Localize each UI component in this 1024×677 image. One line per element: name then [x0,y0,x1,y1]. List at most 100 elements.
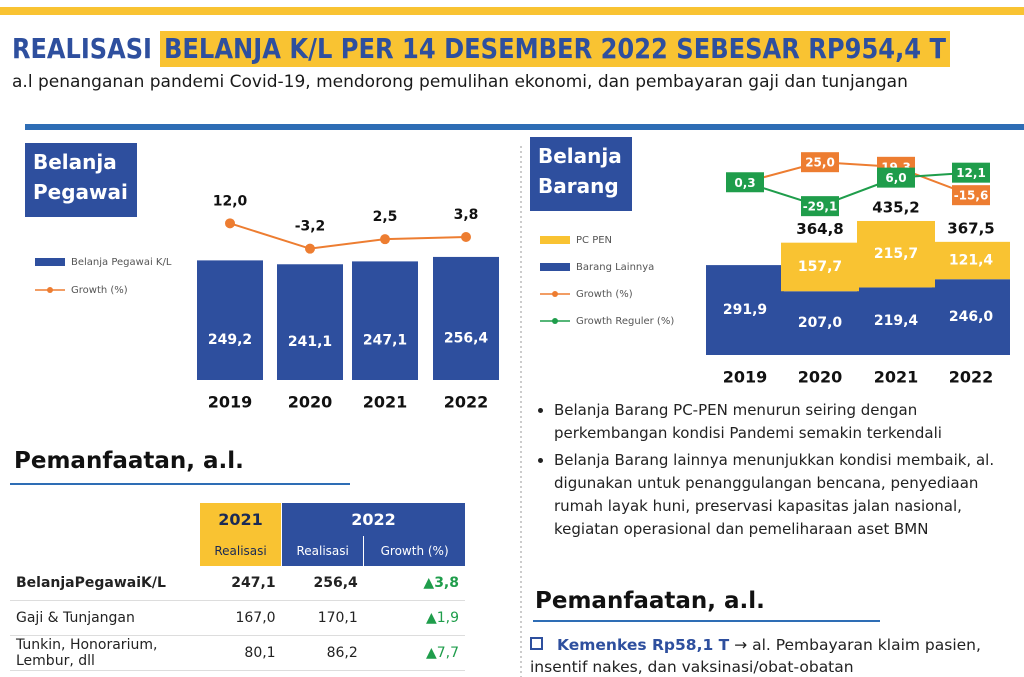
x-tick-label: 2019 [208,393,253,412]
legend-swatch [552,318,558,324]
item-label: Kemenkes Rp58,1 T [557,636,730,654]
x-tick-label: 2021 [363,393,408,412]
table-cell: 256,4 [281,566,364,601]
column-header: Growth (%) [363,536,465,566]
data-label: 256,4 [444,330,489,346]
growth-value: 1,9 [426,610,459,626]
data-label: 241,1 [288,334,332,350]
data-label: 121,4 [949,253,994,269]
data-table: 2021 2022 Realisasi Realisasi Growth (%) Be… [10,503,465,671]
legend-swatch [540,236,570,244]
total-label: 367,5 [947,219,994,237]
chart-title: Belanja Pegawai [25,143,137,217]
growth-line [744,161,972,197]
x-tick-label: 2020 [798,368,843,387]
data-label: 215,7 [874,246,918,262]
data-label: 25,0 [805,156,835,170]
title-lead: REALISASI [12,32,152,65]
x-tick-label: 2020 [288,393,333,412]
section-heading: Pemanfaatan, a.l. [14,448,244,474]
chart-title: Belanja Barang [530,137,632,211]
growth-line [229,222,467,250]
year-header: 2022 [281,503,465,536]
data-label: 157,7 [798,259,842,275]
legend-label: Growth Reguler (%) [576,316,674,327]
bar [857,220,935,288]
legend-label: PC PEN [576,235,612,246]
growth-value: 3,8 [423,575,459,591]
data-label: 247,1 [363,333,407,349]
growth-line [744,171,972,208]
growth-point [952,162,990,183]
legend-swatch [35,258,65,266]
total-label: 435,2 [872,198,919,216]
section-heading: Pemanfaatan, a.l. [535,588,765,614]
legend-label: Growth (%) [576,289,633,300]
data-label: 3,8 [454,207,479,223]
data-label: -3,2 [295,219,326,235]
data-label: 207,0 [798,315,843,331]
subtitle: a.l penanganan pandemi Covid-19, mendoro… [12,72,908,92]
table-cell: 80,1 [200,635,282,671]
table-cell: Gaji & Tunjangan [10,600,200,636]
data-label: 12,0 [213,193,248,209]
bar [781,242,859,292]
item-text: → al. Pembayaran klaim pasien, insentif … [530,636,981,676]
table-cell: 7,7 [363,635,465,671]
data-label: 249,2 [208,332,252,348]
growth-point [380,234,390,245]
column-header: Realisasi [200,536,282,566]
table-cell: BelanjaPegawaiK/L [10,566,200,601]
divider-bar [25,124,1024,130]
checkbox-icon [530,637,543,650]
year-header: 2021 [200,503,282,536]
bar [781,291,859,355]
bar [932,241,1010,280]
title-highlight [160,31,950,67]
table-cell: 247,1 [200,566,282,601]
growth-point [305,243,315,254]
data-label: 2,5 [373,209,398,225]
data-label: 246,0 [949,309,994,325]
list-item: Kemenkes Rp58,1 T → al. Pembayaran klaim… [530,634,1000,677]
bullet-list: Belanja Barang PC-PEN menurun seiring de… [528,399,1004,545]
x-tick-label: 2022 [949,368,994,387]
table-cell: 170,1 [281,600,364,636]
bar [352,261,418,380]
column-header: Realisasi [281,536,364,566]
bar [433,256,499,380]
bar [932,279,1010,355]
bar [857,287,935,355]
table-cell: Tunkin, Honorarium, Lembur, dll [10,635,200,671]
growth-point [225,218,235,229]
legend-swatch [47,287,53,293]
title-highlight-text: BELANJA K/L PER 14 DESEMBER 2022 SEBESAR… [164,32,946,65]
bullet: Belanja Barang PC-PEN menurun seiring de… [554,399,1004,445]
growth-value: 7,7 [426,645,459,661]
growth-point [801,152,839,173]
legend-label: Growth (%) [71,285,128,296]
x-tick-label: 2019 [723,368,768,387]
table-row: 2021 2022 [10,503,465,536]
total-label: 364,8 [796,220,843,238]
growth-point [461,232,471,242]
data-label: 12,1 [956,166,986,180]
data-label: -29,1 [803,200,838,214]
legend-label: Belanja Pegawai K/L [71,257,172,268]
growth-point [877,167,915,188]
bar [197,260,263,380]
bar [277,264,343,380]
data-label: -15,6 [954,189,989,203]
bullet: Belanja Barang lainnya menunjukkan kondi… [554,449,1004,541]
table-row: Realisasi Realisasi Growth (%) [10,536,465,566]
data-label: 6,0 [885,171,906,185]
data-label: 291,9 [723,302,767,318]
growth-point [952,185,990,206]
table-cell: 86,2 [281,635,364,671]
legend-swatch [540,263,570,271]
